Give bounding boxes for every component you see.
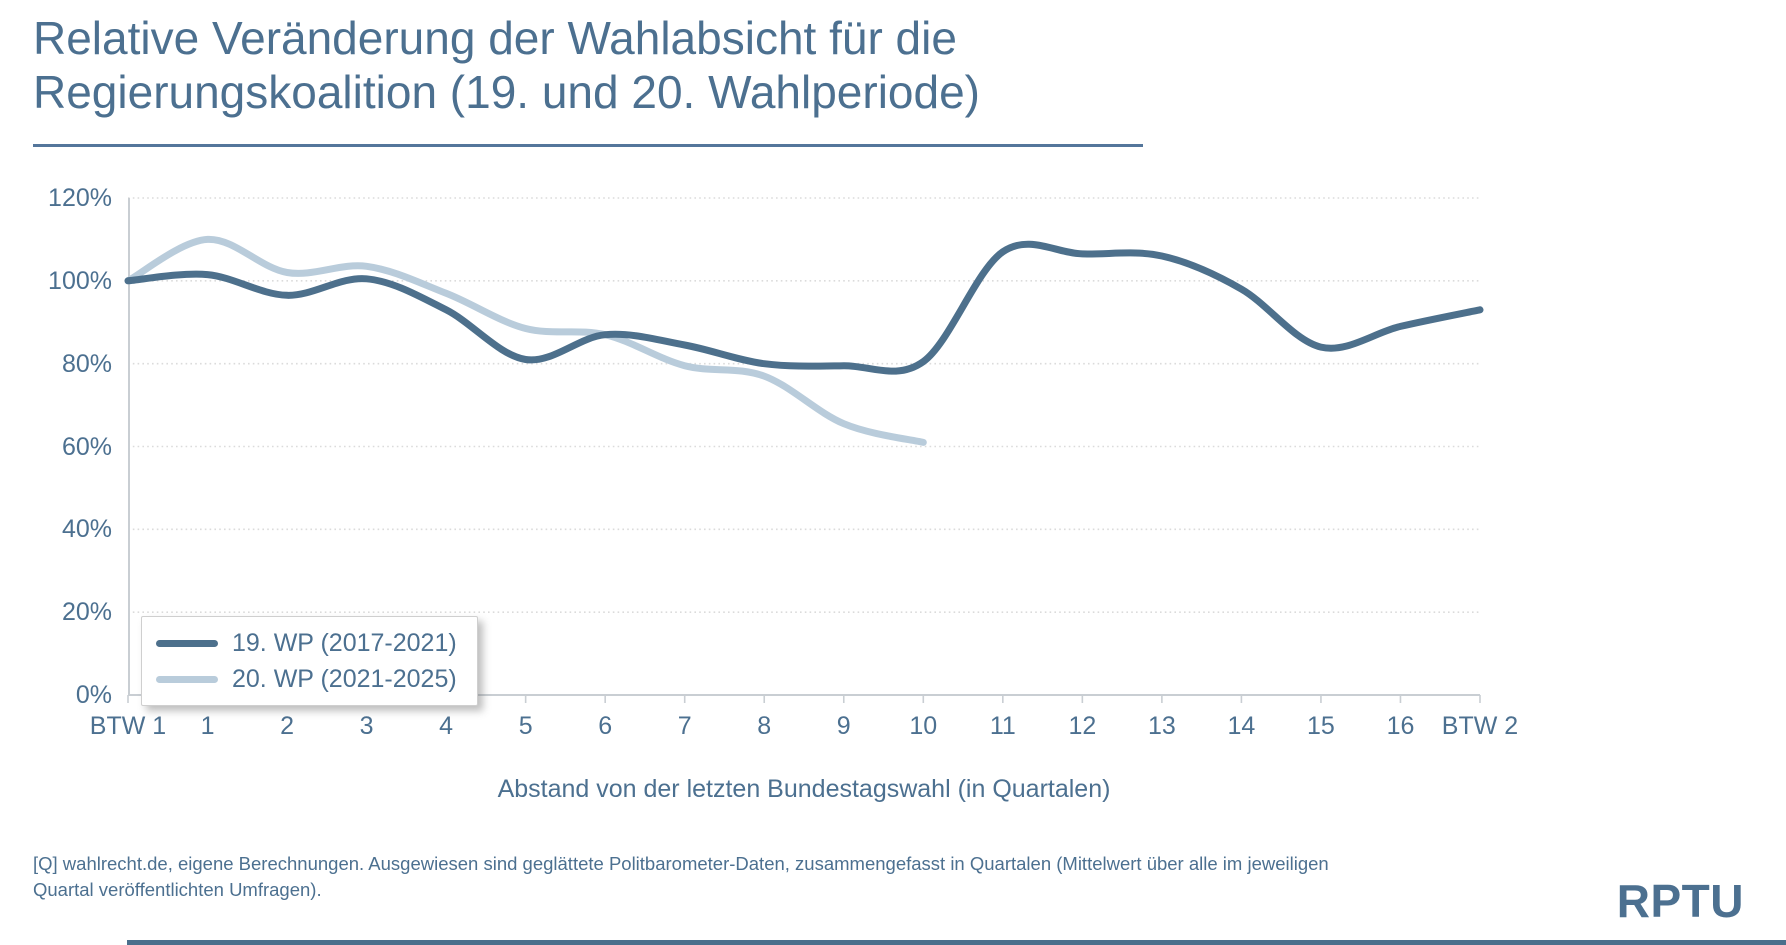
legend-item-19wp: 19. WP (2017-2021) xyxy=(156,625,457,661)
y-tick-label-100: 100% xyxy=(48,266,112,295)
x-tick-label-9: 9 xyxy=(836,712,851,740)
x-tick-label-6: 6 xyxy=(598,712,613,740)
x-tick-label-16: 16 xyxy=(1386,712,1415,740)
legend-label-19wp: 19. WP (2017-2021) xyxy=(232,628,457,657)
source-footnote: [Q] wahlrecht.de, eigene Berechnungen. A… xyxy=(33,853,1329,900)
legend-label-20wp: 20. WP (2021-2025) xyxy=(232,664,457,693)
x-tick-label-btw-2: BTW 2 xyxy=(1441,712,1519,740)
bottom-accent-rule xyxy=(127,940,1786,945)
x-tick-label-11: 11 xyxy=(989,712,1016,740)
x-tick-label-2: 2 xyxy=(280,712,294,740)
x-tick-label-15: 15 xyxy=(1307,712,1335,740)
page-title: Relative Veränderung der Wahlabsicht für… xyxy=(33,12,1213,120)
x-tick-label-7: 7 xyxy=(677,712,692,740)
y-tick-label-20: 20% xyxy=(61,598,112,627)
legend-swatch-19wp xyxy=(156,639,218,647)
legend-item-20wp: 20. WP (2021-2025) xyxy=(156,661,457,697)
rptu-logo: RPTU xyxy=(1616,875,1744,927)
series-path-19wp xyxy=(124,240,1484,375)
series-path-20wp xyxy=(124,235,927,446)
x-axis-title: Abstand von der letzten Bundestagswahl (… xyxy=(497,775,1111,803)
y-tick-label-60: 60% xyxy=(61,432,112,461)
x-tick-label-14: 14 xyxy=(1227,712,1256,740)
page-title-line1: Relative Veränderung der Wahlabsicht für… xyxy=(33,12,957,64)
y-tick-label-120: 120% xyxy=(48,184,112,212)
x-tick-label-btw-1: BTW 1 xyxy=(89,712,167,740)
y-tick-label-0: 0% xyxy=(75,681,112,709)
chart-legend: 19. WP (2017-2021) 20. WP (2021-2025) xyxy=(141,616,478,706)
x-tick-label-4: 4 xyxy=(439,712,454,740)
x-tick-label-12: 12 xyxy=(1068,712,1097,740)
x-tick-label-5: 5 xyxy=(518,712,533,740)
x-tick-label-1: 1 xyxy=(200,712,215,740)
y-tick-label-40: 40% xyxy=(61,515,112,544)
x-tick-label-10: 10 xyxy=(909,712,938,740)
x-tick-label-13: 13 xyxy=(1147,712,1176,740)
legend-swatch-20wp xyxy=(156,675,218,683)
y-tick-label-80: 80% xyxy=(61,349,112,378)
page-title-line2: Regierungskoalition (19. und 20. Wahlper… xyxy=(33,65,980,118)
x-tick-label-3: 3 xyxy=(359,712,374,740)
x-tick-label-8: 8 xyxy=(757,712,772,740)
title-underline xyxy=(33,144,1143,147)
